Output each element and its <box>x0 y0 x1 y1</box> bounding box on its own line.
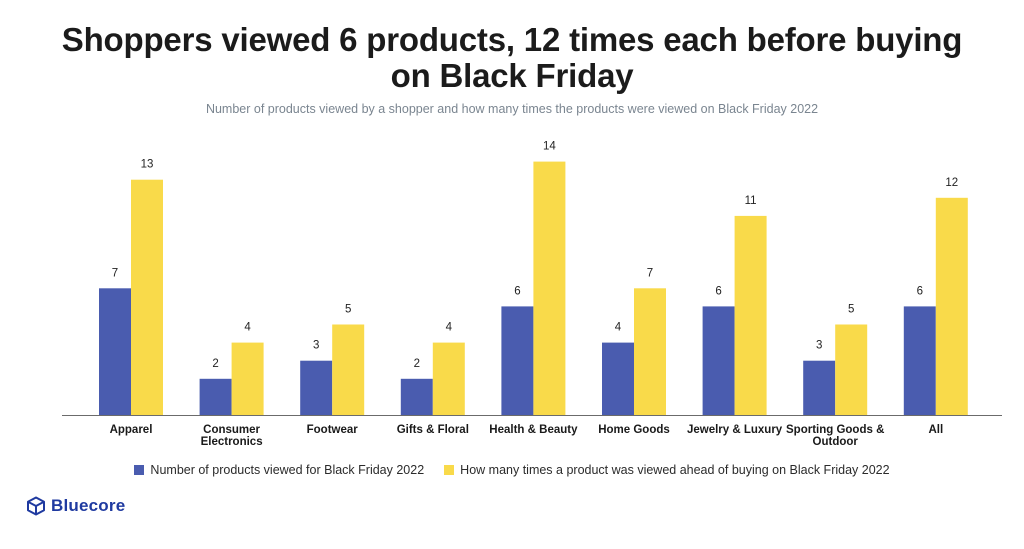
legend-swatch-series-2 <box>444 465 455 475</box>
brand-name: Bluecore <box>51 496 126 515</box>
data-label-series-1-8: 3 <box>816 340 822 352</box>
category-label-4: Gifts & Floral <box>397 424 469 436</box>
bar-series-2-9 <box>935 197 968 415</box>
data-label-series-1-7: 6 <box>715 285 721 297</box>
category-label-5: Health & Beauty <box>489 424 578 436</box>
data-label-series-1-1: 7 <box>112 267 118 279</box>
data-label-series-2-8: 5 <box>848 304 854 316</box>
bar-series-2-6 <box>634 288 666 415</box>
bar-series-2-2 <box>231 342 264 415</box>
legend-label-series-2: How many times a product was viewed ahea… <box>460 463 890 477</box>
bar-series-1-7 <box>702 306 735 415</box>
category-label-2-line-1: Consumer <box>203 424 260 436</box>
bar-series-2-3 <box>332 324 365 415</box>
bar-series-1-2 <box>199 378 232 415</box>
bar-series-2-8 <box>835 324 868 415</box>
category-label-6: Home Goods <box>598 424 670 436</box>
bar-series-1-5 <box>501 306 534 415</box>
bar-series-1-9 <box>903 306 936 415</box>
legend-label-series-1: Number of products viewed for Black Frid… <box>150 463 425 477</box>
bar-series-1-8 <box>803 360 836 415</box>
data-label-series-2-9: 12 <box>945 177 958 189</box>
chart-title: Shoppers viewed 6 products, 12 times eac… <box>61 21 963 94</box>
bar-series-2-5 <box>533 161 566 415</box>
data-label-series-2-7: 11 <box>745 195 757 207</box>
data-label-series-2-5: 14 <box>543 141 556 153</box>
legend-item-series-1: Number of products viewed for Black Frid… <box>134 463 424 477</box>
category-label-9: All <box>928 424 943 436</box>
category-label-1: Apparel <box>110 424 153 436</box>
bar-series-1-6 <box>602 342 634 415</box>
bar-series-2-4 <box>432 342 465 415</box>
data-label-series-2-1: 13 <box>141 159 154 171</box>
category-label-3: Footwear <box>307 424 359 436</box>
data-label-series-1-6: 4 <box>615 322 622 334</box>
brand-logo: Bluecore <box>26 496 125 516</box>
bar-series-1-1 <box>99 288 131 415</box>
data-label-series-1-3: 3 <box>313 340 319 352</box>
data-label-series-2-6: 7 <box>647 267 653 279</box>
data-label-series-1-5: 6 <box>514 285 520 297</box>
legend-item-series-2: How many times a product was viewed ahea… <box>444 463 890 477</box>
bar-series-1-3 <box>300 360 333 415</box>
bar-series-1-4 <box>400 378 433 415</box>
chart-subtitle: Number of products viewed by a shopper a… <box>205 102 819 116</box>
bar-series-2-7 <box>734 215 767 415</box>
chart-legend: Number of products viewed for Black Frid… <box>0 463 1024 477</box>
data-label-series-2-4: 4 <box>446 322 453 334</box>
data-label-series-1-9: 6 <box>917 285 923 297</box>
legend-swatch-series-1 <box>134 465 145 475</box>
data-label-series-1-2: 2 <box>212 358 218 370</box>
data-label-series-1-4: 2 <box>414 358 420 370</box>
category-label-7: Jewelry & Luxury <box>687 424 783 436</box>
category-label-2-line-2: Electronics <box>201 436 263 448</box>
category-label-8-line-1: Sporting Goods & <box>786 424 884 436</box>
bluecore-cube-logo-icon <box>27 496 45 516</box>
data-label-series-2-2: 4 <box>244 322 251 334</box>
data-label-series-2-3: 5 <box>345 304 351 316</box>
category-label-8-line-2: Outdoor <box>813 436 859 448</box>
bar-series-2-1 <box>131 179 163 415</box>
